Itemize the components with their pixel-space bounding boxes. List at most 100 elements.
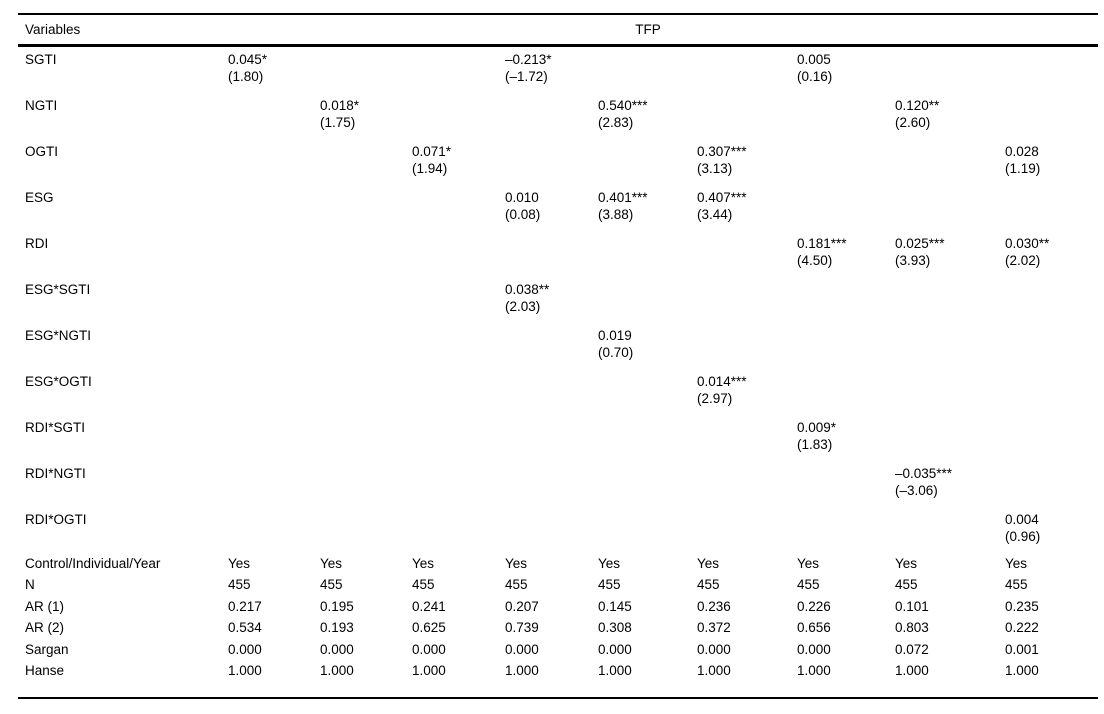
summary-row: N 455 455 455 455 455 455 455 455 455 (18, 574, 1098, 596)
coefficient-value (797, 327, 895, 345)
coefficient-value (797, 97, 895, 115)
coefficient-value: 0.071* (412, 143, 452, 159)
t-statistic-value (412, 206, 505, 224)
model-1-cell (228, 369, 320, 415)
coefficient-value (412, 281, 505, 299)
t-statistic-value (228, 160, 320, 178)
summary-label: Control/Individual/Year (25, 555, 161, 571)
model-5-cell (598, 231, 697, 277)
coefficient-value: –0.035*** (895, 465, 953, 481)
t-statistic-value (505, 482, 598, 500)
model-7-cell: 0.181*** (4.50) (797, 231, 895, 277)
model-4-cell: 0.010 (0.08) (505, 185, 598, 231)
model-1-cell (228, 139, 320, 185)
coefficient-value: 0.120** (895, 97, 940, 113)
model-3-cell (412, 507, 505, 553)
coefficient-value: 0.307*** (697, 143, 747, 159)
variable-row: RDI*NGTI –0.035*** (–3.06) (18, 461, 1098, 507)
summary-value-cell: Yes (797, 555, 820, 571)
summary-value-cell: 0.217 (228, 598, 262, 614)
model-9-cell (1005, 93, 1098, 139)
summary-value-cell: 0.193 (320, 620, 354, 635)
model-9-cell (1005, 45, 1098, 93)
t-statistic-value: (3.13) (697, 161, 733, 176)
variable-label: RDI*NGTI (25, 465, 86, 481)
summary-value-cell: 0.101 (895, 598, 929, 614)
model-8-cell: –0.035*** (–3.06) (895, 461, 1005, 507)
coefficient-value: 0.030** (1005, 235, 1050, 251)
t-statistic-value: (–3.06) (895, 483, 938, 498)
paper-table-page: Variables TFP SGTI 0.045* (1.80) –0.213* (–1… (18, 13, 1099, 699)
summary-value-cell: Yes (1005, 555, 1028, 571)
coefficient-value (697, 281, 797, 299)
t-statistic-value (1005, 390, 1098, 408)
variable-label: ESG*OGTI (25, 373, 92, 389)
coefficient-value (505, 327, 598, 345)
summary-value-cell: 1.000 (412, 663, 446, 678)
model-6-cell: 0.307*** (3.13) (697, 139, 797, 185)
coefficient-value (598, 51, 697, 69)
t-statistic-value (228, 482, 320, 500)
model-3-cell (412, 231, 505, 277)
t-statistic-value (228, 528, 320, 546)
coefficient-value (1005, 281, 1098, 299)
t-statistic-value (598, 482, 697, 500)
summary-value-cell: 0.372 (697, 620, 731, 635)
t-statistic-value (412, 252, 505, 270)
coefficient-value (895, 189, 1005, 207)
t-statistic-value (320, 68, 412, 86)
summary-value-cell: 1.000 (1005, 663, 1039, 678)
t-statistic-value (895, 68, 1005, 86)
coefficient-value (412, 419, 505, 437)
t-statistic-value (598, 298, 697, 316)
t-statistic-value: (4.50) (797, 253, 833, 268)
model-8-cell (895, 277, 1005, 323)
model-3-cell (412, 45, 505, 93)
coefficient-value (320, 465, 412, 483)
t-statistic-value (505, 528, 598, 546)
t-statistic-value (697, 252, 797, 270)
summary-value-cell: 1.000 (505, 663, 539, 678)
model-4-cell (505, 231, 598, 277)
coefficient-value (228, 143, 320, 161)
coefficient-value (505, 465, 598, 483)
model-4-cell (505, 507, 598, 553)
t-statistic-value: (3.44) (697, 207, 733, 222)
coefficient-value (797, 511, 895, 529)
model-2-cell (320, 185, 412, 231)
summary-value-cell: 0.625 (412, 620, 446, 635)
coefficient-value (1005, 373, 1098, 391)
coefficient-value (697, 51, 797, 69)
summary-label: AR (2) (25, 620, 65, 635)
coefficient-value (1005, 189, 1098, 207)
model-5-cell: 0.540*** (2.83) (598, 93, 697, 139)
variable-label: RDI*SGTI (25, 419, 86, 435)
summary-row: Hanse 1.000 1.000 1.000 1.000 1.000 1.000 1.000… (18, 660, 1098, 698)
summary-value-cell: 0.000 (412, 641, 446, 657)
t-statistic-value (895, 344, 1005, 362)
model-5-cell (598, 139, 697, 185)
coefficient-value (320, 189, 412, 207)
coefficient-value: 0.010 (505, 189, 539, 205)
t-statistic-value (895, 206, 1005, 224)
model-3-cell: 0.071* (1.94) (412, 139, 505, 185)
summary-value-cell: 0.000 (320, 641, 354, 657)
model-2-cell (320, 139, 412, 185)
model-7-cell (797, 185, 895, 231)
coefficient-value: 0.025*** (895, 235, 945, 251)
t-statistic-value (895, 436, 1005, 454)
model-9-cell: 0.028 (1.19) (1005, 139, 1098, 185)
model-3-cell (412, 323, 505, 369)
model-3-cell (412, 461, 505, 507)
t-statistic-value (697, 298, 797, 316)
model-6-cell (697, 277, 797, 323)
coefficient-value (1005, 465, 1098, 483)
variable-row: ESG 0.010 (0.08) 0.401*** (3.88) 0.407*** (3.4… (18, 185, 1098, 231)
coefficient-value (895, 143, 1005, 161)
t-statistic-value (412, 114, 505, 132)
t-statistic-value (797, 114, 895, 132)
model-7-cell (797, 277, 895, 323)
t-statistic-value: (3.88) (598, 207, 634, 222)
t-statistic-value (797, 298, 895, 316)
summary-value-cell: 455 (320, 577, 343, 592)
